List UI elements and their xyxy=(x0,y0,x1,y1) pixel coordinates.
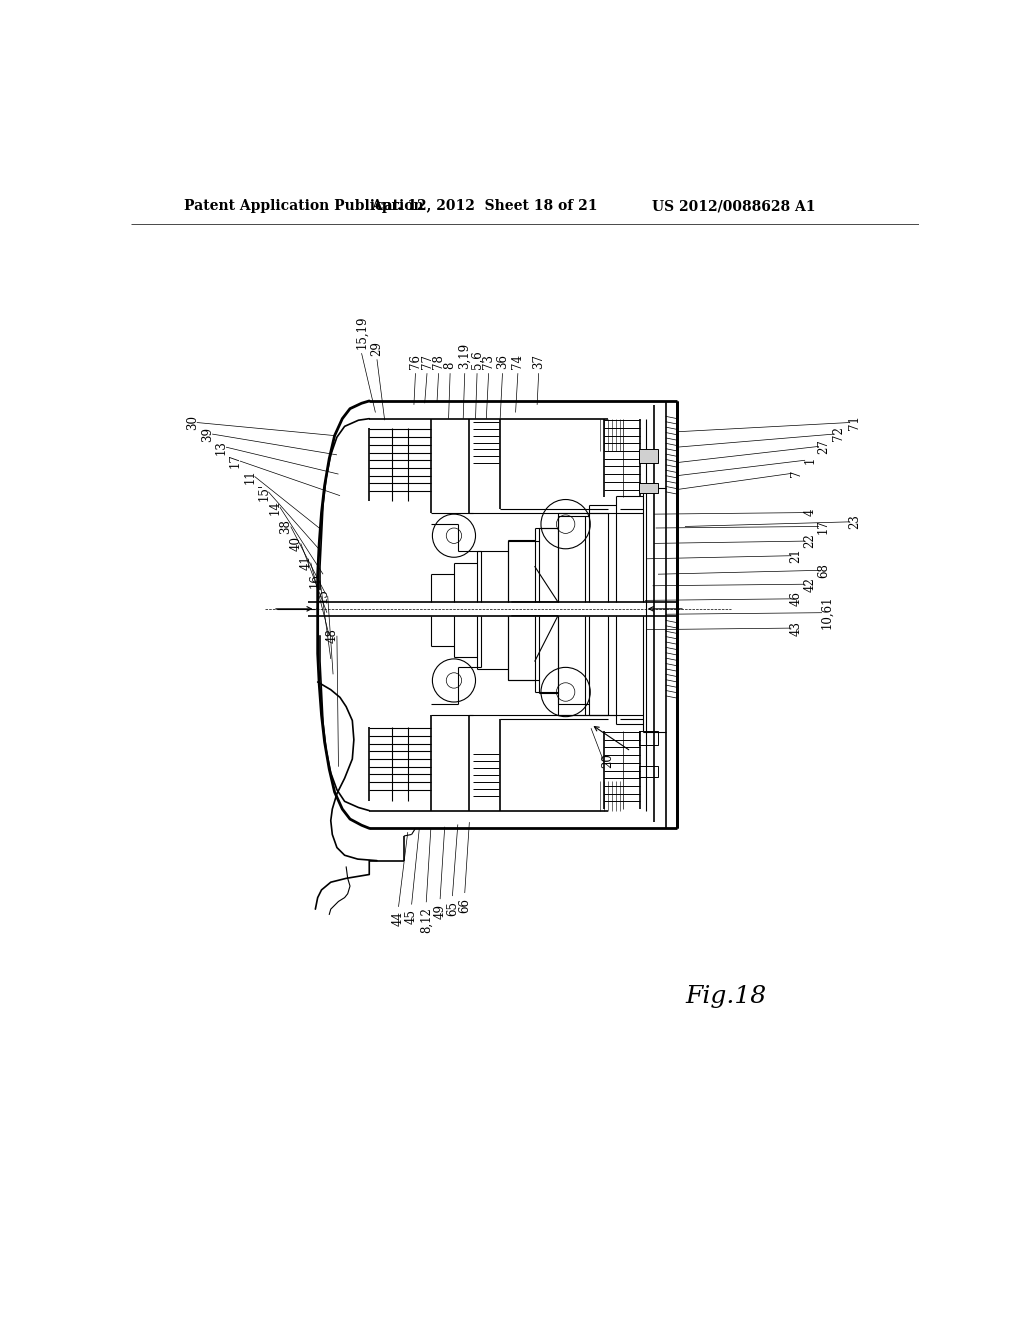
Text: 46: 46 xyxy=(790,591,803,606)
Text: 68: 68 xyxy=(817,562,830,578)
Text: 48: 48 xyxy=(326,628,339,643)
Text: 15': 15' xyxy=(257,483,270,500)
Text: 73: 73 xyxy=(482,354,496,370)
Bar xyxy=(639,449,658,462)
Text: 43: 43 xyxy=(790,620,803,636)
Text: 71: 71 xyxy=(848,414,861,430)
Bar xyxy=(639,766,658,776)
Text: 41: 41 xyxy=(300,556,312,570)
Text: 16: 16 xyxy=(309,573,322,587)
Text: 14: 14 xyxy=(269,500,282,515)
Text: 44: 44 xyxy=(392,911,406,927)
Text: 38: 38 xyxy=(280,519,293,533)
Text: 77: 77 xyxy=(421,354,433,370)
Text: 37: 37 xyxy=(532,354,545,370)
Text: 8,12: 8,12 xyxy=(420,907,433,933)
Text: 4: 4 xyxy=(803,508,816,516)
Text: 76: 76 xyxy=(409,354,422,370)
Text: 8: 8 xyxy=(443,362,457,370)
Text: 7: 7 xyxy=(791,470,803,477)
Text: 11: 11 xyxy=(244,469,256,484)
Text: 49: 49 xyxy=(433,904,446,919)
Text: 29: 29 xyxy=(371,341,383,355)
Text: 74: 74 xyxy=(511,354,524,370)
Text: 21: 21 xyxy=(790,548,803,564)
Text: US 2012/0088628 A1: US 2012/0088628 A1 xyxy=(652,199,816,213)
Text: 36: 36 xyxy=(496,354,509,370)
Text: 3,19: 3,19 xyxy=(459,343,471,370)
Text: 42: 42 xyxy=(803,577,816,591)
Text: 65: 65 xyxy=(445,900,459,916)
Bar xyxy=(639,483,658,494)
Text: 15,19: 15,19 xyxy=(355,315,368,350)
Text: 78: 78 xyxy=(432,355,445,370)
Text: 1: 1 xyxy=(803,457,816,463)
Text: 13: 13 xyxy=(215,440,228,454)
Text: 40: 40 xyxy=(290,536,303,550)
Text: 23: 23 xyxy=(848,515,861,529)
Text: Fig.18: Fig.18 xyxy=(685,985,766,1007)
Text: 22: 22 xyxy=(803,533,816,549)
Text: 10,61: 10,61 xyxy=(820,595,834,630)
Text: 17: 17 xyxy=(817,519,830,533)
Bar xyxy=(639,731,658,744)
Text: 30: 30 xyxy=(185,414,199,430)
Text: 45: 45 xyxy=(406,909,418,924)
Text: 66: 66 xyxy=(459,898,471,912)
Text: 39: 39 xyxy=(201,426,214,442)
Text: Apr. 12, 2012  Sheet 18 of 21: Apr. 12, 2012 Sheet 18 of 21 xyxy=(372,199,598,213)
Text: 17: 17 xyxy=(228,454,242,469)
Text: Patent Application Publication: Patent Application Publication xyxy=(184,199,424,213)
Text: 20: 20 xyxy=(601,754,614,768)
Text: 27: 27 xyxy=(817,440,830,454)
Text: 5,6: 5,6 xyxy=(471,351,483,370)
Text: 15: 15 xyxy=(316,589,330,603)
Text: 72: 72 xyxy=(833,426,846,441)
